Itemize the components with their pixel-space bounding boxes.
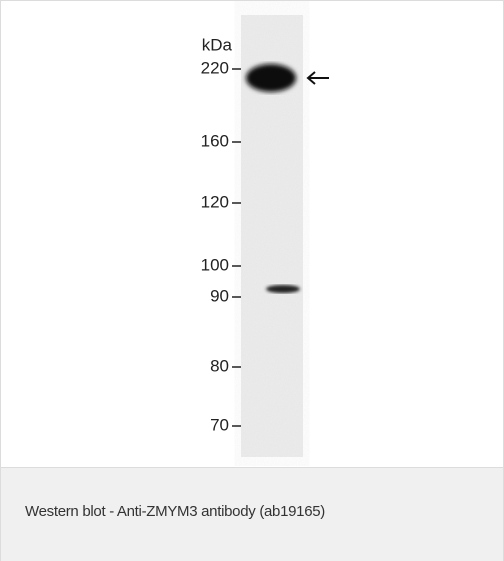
band-low	[266, 285, 300, 293]
marker-label: 120	[201, 192, 229, 211]
marker-label: 220	[201, 58, 229, 77]
marker-label: 70	[210, 415, 229, 434]
arrow	[306, 71, 329, 85]
marker-label: 100	[201, 255, 229, 274]
figure-image: kDa 220 160 120 100 90 80 70	[1, 1, 503, 466]
marker-label: 160	[201, 131, 229, 150]
caption-bar: Western blot - Anti-ZMYM3 antibody (ab19…	[1, 467, 503, 561]
blot: kDa 220 160 120 100 90 80 70	[201, 15, 329, 457]
band-high	[246, 64, 296, 92]
caption: Western blot - Anti-ZMYM3 antibody (ab19…	[25, 503, 326, 520]
marker-label: 90	[210, 286, 229, 305]
unit-label: kDa	[202, 35, 233, 54]
marker-label: 80	[210, 356, 229, 375]
